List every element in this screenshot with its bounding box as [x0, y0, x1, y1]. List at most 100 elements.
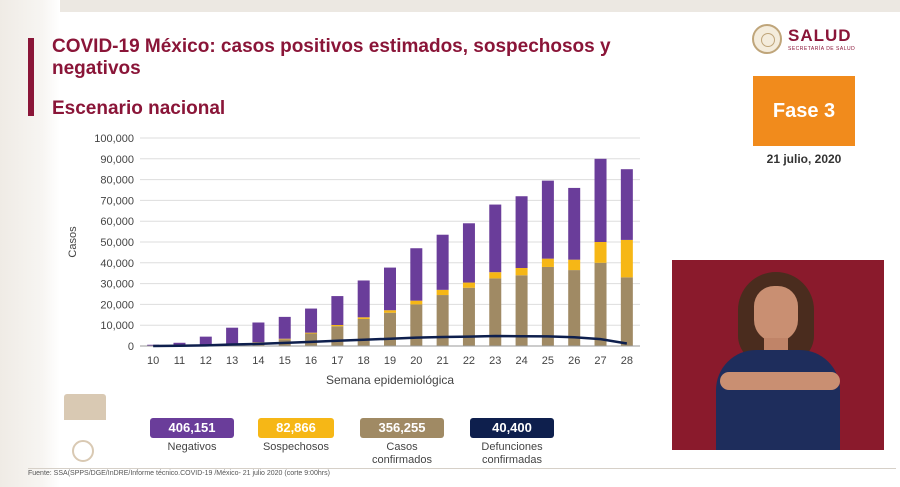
page-title: COVID-19 México: casos positivos estimad…	[52, 36, 611, 79]
y-tick-label: 20,000	[100, 299, 134, 311]
logo-subtext: SECRETARÍA DE SALUD	[788, 46, 856, 52]
x-tick-label: 10	[147, 355, 159, 367]
bar-sospechosos	[384, 310, 396, 313]
bar-sospechosos	[305, 332, 318, 334]
y-tick-label: 70,000	[100, 195, 134, 207]
source-note: Fuente: SSA(SPPS/DGE/InDRE/Informe técni…	[28, 470, 330, 477]
legend-negativos-label: Negativos	[167, 441, 217, 453]
interpreter-face	[754, 286, 798, 342]
x-tick-label: 16	[305, 355, 317, 367]
bar-casos-confirmados	[568, 270, 581, 346]
x-tick-label: 20	[410, 355, 422, 367]
bar-casos-confirmados	[436, 295, 449, 346]
x-axis-label: Semana epidemiológica	[326, 373, 454, 387]
x-tick-label: 27	[594, 355, 606, 367]
y-tick-label: 40,000	[100, 258, 134, 270]
bar-negativos	[305, 308, 318, 333]
x-tick-label: 17	[331, 355, 343, 367]
legend-sospechosos-value: 82,866	[258, 418, 334, 438]
x-tick-label: 21	[437, 355, 449, 367]
legend-negativos: 406,151 Negativos	[150, 418, 234, 454]
y-tick-label: 90,000	[100, 154, 134, 166]
bar-casos-confirmados	[541, 266, 554, 346]
x-tick-label: 12	[200, 355, 212, 367]
legend-defunciones-value: 40,400	[470, 418, 554, 438]
bar-negativos	[252, 322, 265, 343]
bar-sospechosos	[515, 268, 528, 276]
y-tick-label: 80,000	[100, 175, 134, 187]
bar-casos-confirmados	[515, 275, 528, 346]
salud-logo: SALUD SECRETARÍA DE SALUD	[752, 24, 862, 60]
x-tick-label: 22	[463, 355, 475, 367]
legend-defunciones-label: Defunciones confirmadas	[481, 441, 543, 466]
phase-badge: Fase 3	[753, 76, 855, 146]
legend-confirmados-value: 356,255	[360, 418, 444, 438]
legend-sospechosos-label: Sospechosos	[262, 441, 330, 453]
x-tick-label: 18	[358, 355, 370, 367]
bar-negativos	[620, 169, 633, 240]
legend-confirmados-label: Casos confirmados	[372, 441, 432, 466]
sign-language-interpreter-video	[672, 260, 884, 450]
interpreter-body	[716, 350, 840, 450]
bar-negativos	[568, 187, 581, 260]
bar-casos-confirmados	[489, 278, 502, 346]
bar-negativos	[226, 327, 239, 345]
bar-sospechosos	[357, 317, 370, 319]
interpreter-arms	[720, 372, 840, 390]
bar-casos-confirmados	[410, 304, 423, 346]
x-tick-label: 14	[252, 355, 264, 367]
x-tick-label: 23	[489, 355, 501, 367]
bar-casos-confirmados	[331, 326, 344, 346]
page-subtitle: Escenario nacional	[52, 98, 226, 119]
legend-negativos-value: 406,151	[150, 418, 234, 438]
bar-negativos	[357, 280, 370, 318]
x-tick-label: 25	[542, 355, 554, 367]
logo-text: SALUD	[788, 26, 852, 45]
y-tick-label: 30,000	[100, 279, 134, 291]
bar-casos-confirmados	[620, 277, 633, 346]
title-accent-bar	[28, 38, 34, 116]
bar-casos-confirmados	[305, 333, 318, 346]
legend-sospechosos: 82,866 Sospechosos	[258, 418, 334, 454]
bar-negativos	[331, 296, 344, 325]
cases-chart: 0 10,000 20,000 30,000 40,000 50,000 60,000 70,…	[67, 133, 640, 387]
bar-casos-confirmados	[384, 312, 396, 346]
y-tick-label: 0	[128, 341, 134, 353]
bar-sospechosos	[252, 342, 265, 343]
bar-negativos	[462, 223, 475, 283]
y-tick-label: 10,000	[100, 320, 134, 332]
footer-divider	[28, 468, 896, 469]
bar-negativos	[278, 316, 291, 339]
y-tick-label: 60,000	[100, 216, 134, 228]
bar-sospechosos	[436, 289, 449, 296]
bar-negativos	[199, 336, 212, 346]
bar-sospechosos	[541, 258, 554, 267]
line-defunciones-confirmadas	[153, 334, 628, 348]
top-strip	[0, 0, 900, 12]
bar-negativos	[594, 158, 607, 242]
bar-sospechosos	[410, 300, 423, 305]
bar-negativos	[436, 234, 449, 290]
y-tick-label: 50,000	[100, 237, 134, 249]
x-tick-label: 19	[384, 355, 396, 367]
bar-casos-confirmados	[462, 287, 475, 346]
bar-sospechosos	[568, 259, 581, 271]
seal-icon	[752, 24, 782, 54]
x-tick-label: 13	[226, 355, 238, 367]
x-tick-label: 11	[174, 355, 185, 367]
legend-confirmados: 356,255 Casos confirmados	[360, 418, 444, 467]
bar-sospechosos	[331, 324, 344, 327]
x-tick-label: 24	[515, 355, 527, 367]
bar-sospechosos	[462, 282, 475, 288]
bar-negativos	[410, 248, 423, 301]
x-tick-label: 26	[568, 355, 580, 367]
report-date: 21 julio, 2020	[766, 152, 842, 166]
bar-negativos	[384, 267, 396, 311]
bar-sospechosos	[278, 338, 291, 340]
y-tick-label: 100,000	[94, 133, 134, 145]
bar-negativos	[489, 204, 502, 273]
bar-negativos	[173, 342, 186, 346]
bar-casos-confirmados	[594, 262, 607, 346]
seal-icon-small	[72, 440, 94, 462]
bar-sospechosos	[489, 272, 502, 279]
